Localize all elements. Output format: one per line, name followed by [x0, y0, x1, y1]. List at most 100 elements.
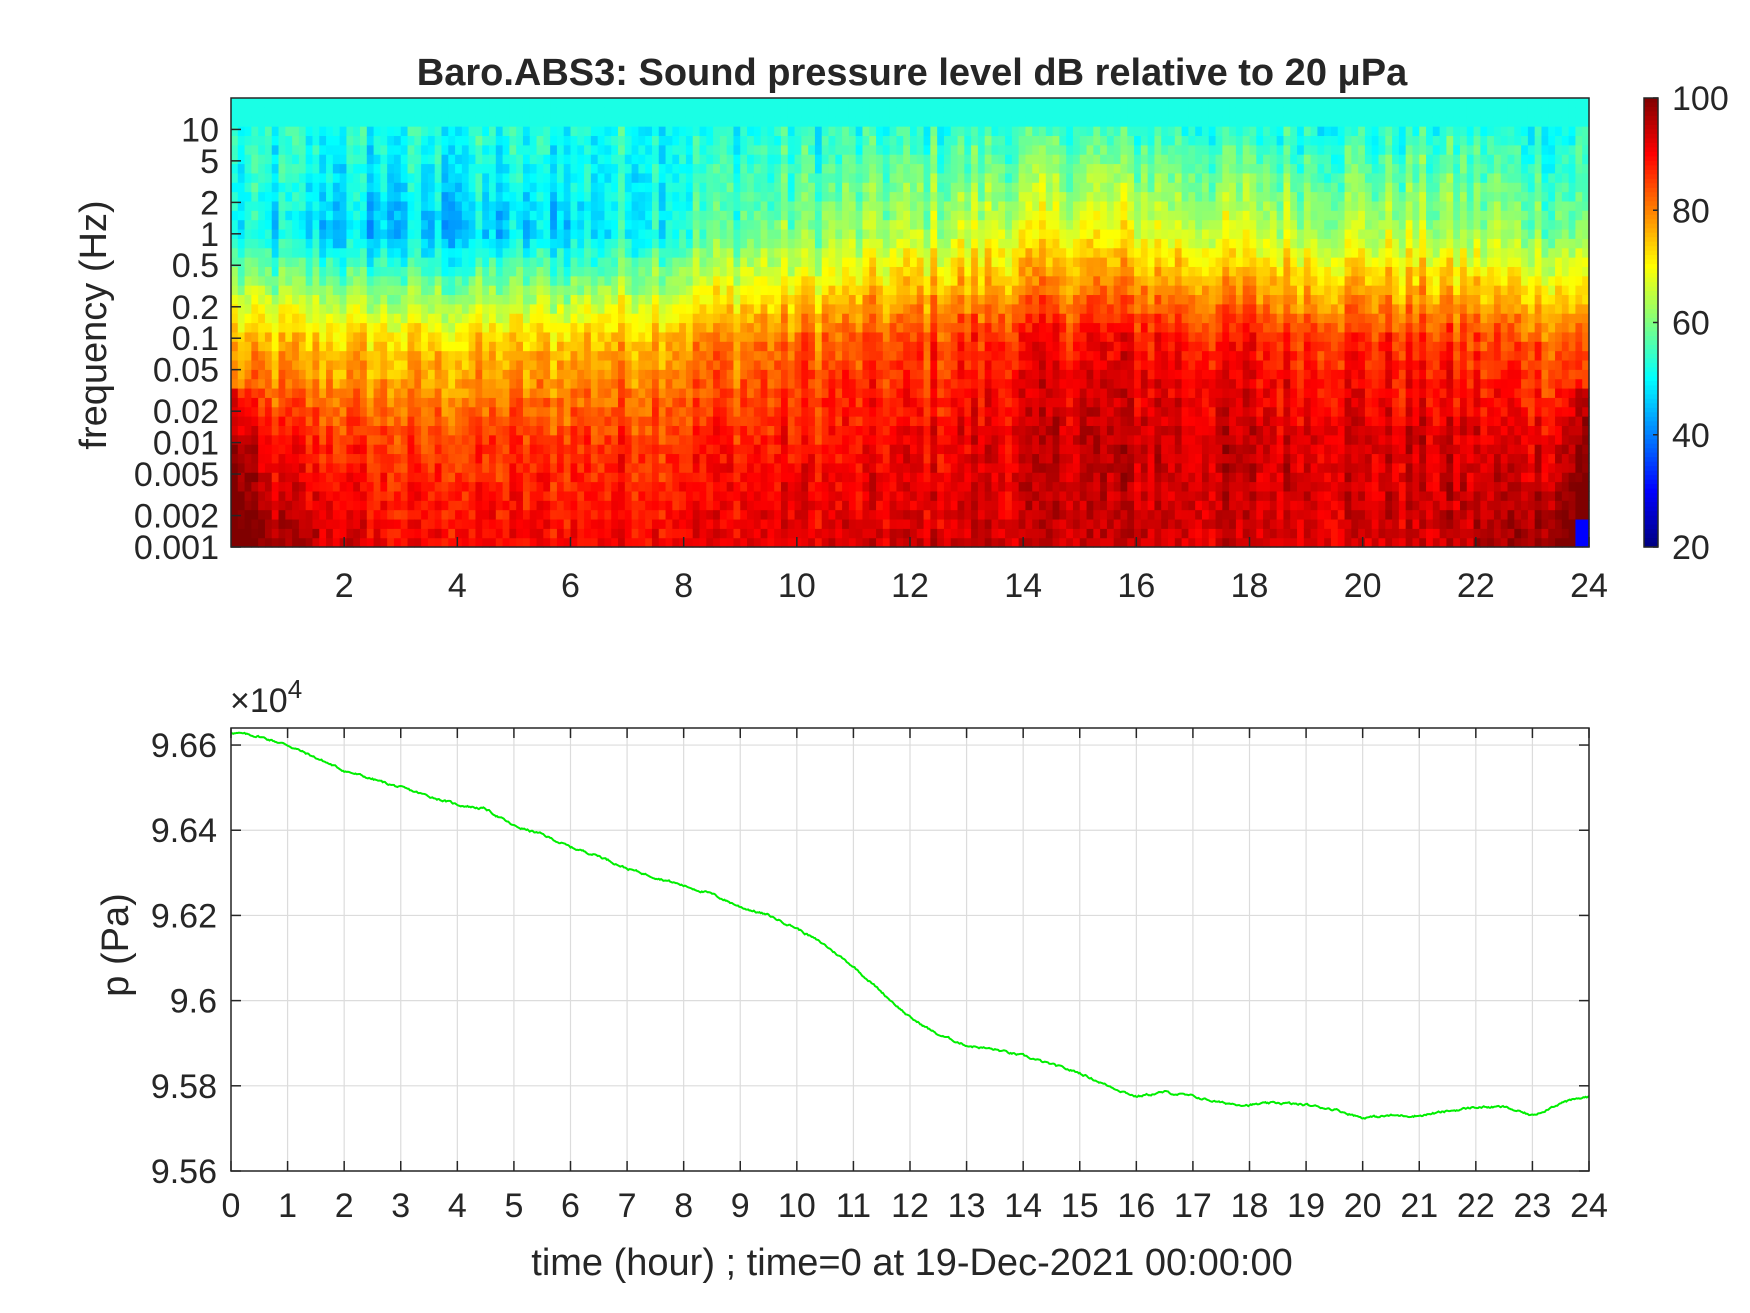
- heatmap-cell: [305, 247, 314, 258]
- heatmap-cell: [719, 182, 728, 193]
- heatmap-cell: [821, 135, 830, 146]
- heatmap-cell: [400, 387, 409, 398]
- heatmap-cell: [570, 191, 578, 202]
- heatmap-cell: [916, 397, 925, 408]
- heatmap-cell: [821, 528, 830, 539]
- heatmap-cell: [455, 322, 463, 333]
- heatmap-cell: [434, 350, 443, 361]
- heatmap-cell: [475, 285, 483, 296]
- heatmap-cell: [522, 266, 531, 277]
- heatmap-cell: [482, 397, 490, 408]
- heatmap-cell: [461, 257, 470, 267]
- heatmap-cell: [414, 98, 422, 108]
- heatmap-cell: [353, 182, 361, 193]
- heatmap-cell: [427, 406, 436, 417]
- heatmap-cell: [726, 182, 735, 193]
- heatmap-cell: [794, 509, 802, 520]
- heatmap-cell: [889, 500, 898, 511]
- heatmap-cell: [624, 200, 633, 211]
- heatmap-cell: [719, 481, 728, 492]
- heatmap-cell: [923, 275, 931, 286]
- heatmap-cell: [848, 191, 857, 202]
- heatmap-cell: [848, 228, 857, 239]
- heatmap-cell: [821, 462, 830, 473]
- heatmap-cell: [550, 481, 558, 492]
- heatmap-cell: [685, 116, 694, 127]
- heatmap-cell: [421, 210, 429, 221]
- heatmap-cell: [808, 154, 816, 165]
- heatmap-cell: [747, 257, 755, 267]
- heatmap-cell: [278, 369, 286, 380]
- heatmap-cell: [393, 275, 402, 286]
- heatmap-cell: [237, 200, 246, 211]
- heatmap-cell: [774, 238, 782, 249]
- heatmap-cell: [536, 154, 544, 165]
- heatmap-cell: [292, 518, 300, 529]
- heatmap-cell: [421, 135, 429, 146]
- heatmap-cell: [285, 238, 293, 249]
- heatmap-cell: [427, 537, 436, 548]
- heatmap-cell: [685, 359, 694, 370]
- heatmap-cell: [448, 219, 456, 230]
- heatmap-cell: [930, 238, 938, 249]
- heatmap-cell: [726, 444, 735, 455]
- heatmap-cell: [536, 500, 544, 511]
- heatmap-cell: [699, 126, 707, 137]
- heatmap-cell: [312, 331, 320, 342]
- heatmap-cell: [774, 116, 782, 127]
- heatmap-cell: [889, 107, 898, 118]
- heatmap-cell: [346, 500, 354, 511]
- heatmap-cell: [747, 490, 755, 501]
- heatmap-cell: [489, 285, 497, 296]
- heatmap-cell: [713, 294, 721, 305]
- heatmap-cell: [814, 518, 823, 529]
- heatmap-cell: [767, 126, 775, 137]
- heatmap-cell: [658, 472, 667, 483]
- heatmap-cell: [461, 154, 470, 165]
- heatmap-cell: [774, 228, 782, 239]
- heatmap-cell: [767, 210, 775, 221]
- heatmap-cell: [821, 425, 830, 436]
- heatmap-cell: [780, 359, 789, 370]
- heatmap-cell: [522, 126, 531, 137]
- heatmap-cell: [855, 200, 864, 211]
- heatmap-cell: [482, 266, 490, 277]
- heatmap-cell: [502, 397, 510, 408]
- heatmap-cell: [509, 387, 517, 398]
- heatmap-cell: [529, 537, 538, 548]
- heatmap-cell: [468, 397, 477, 408]
- heatmap-cell: [828, 191, 836, 202]
- heatmap-cell: [876, 341, 884, 352]
- heatmap-cell: [563, 144, 572, 155]
- heatmap-cell: [366, 210, 375, 221]
- heatmap-cell: [502, 378, 510, 389]
- heatmap-cell: [231, 266, 239, 277]
- heatmap-cell: [903, 275, 911, 286]
- heatmap-cell: [719, 406, 728, 417]
- heatmap-cell: [264, 219, 273, 230]
- heatmap-cell: [550, 462, 558, 473]
- heatmap-cell: [814, 359, 823, 370]
- heatmap-cell: [706, 135, 714, 146]
- heatmap-cell: [780, 322, 789, 333]
- heatmap-cell: [590, 285, 599, 296]
- heatmap-cell: [339, 313, 348, 324]
- heatmap-cell: [787, 285, 796, 296]
- heatmap-cell: [529, 107, 538, 118]
- heatmap-cell: [502, 210, 510, 221]
- heatmap-cell: [787, 453, 796, 464]
- heatmap-cell: [808, 275, 816, 286]
- heatmap-cell: [753, 500, 762, 511]
- heatmap-cell: [835, 444, 843, 455]
- heatmap-cell: [740, 472, 748, 483]
- heatmap-cell: [489, 135, 497, 146]
- heatmap-cell: [740, 406, 748, 417]
- heatmap-cell: [393, 378, 402, 389]
- heatmap-cell: [353, 378, 361, 389]
- heatmap-cell: [740, 238, 748, 249]
- heatmap-cell: [842, 228, 850, 239]
- heatmap-cell: [896, 425, 904, 436]
- heatmap-cell: [923, 481, 931, 492]
- heatmap-cell: [685, 228, 694, 239]
- heatmap-cell: [353, 434, 361, 445]
